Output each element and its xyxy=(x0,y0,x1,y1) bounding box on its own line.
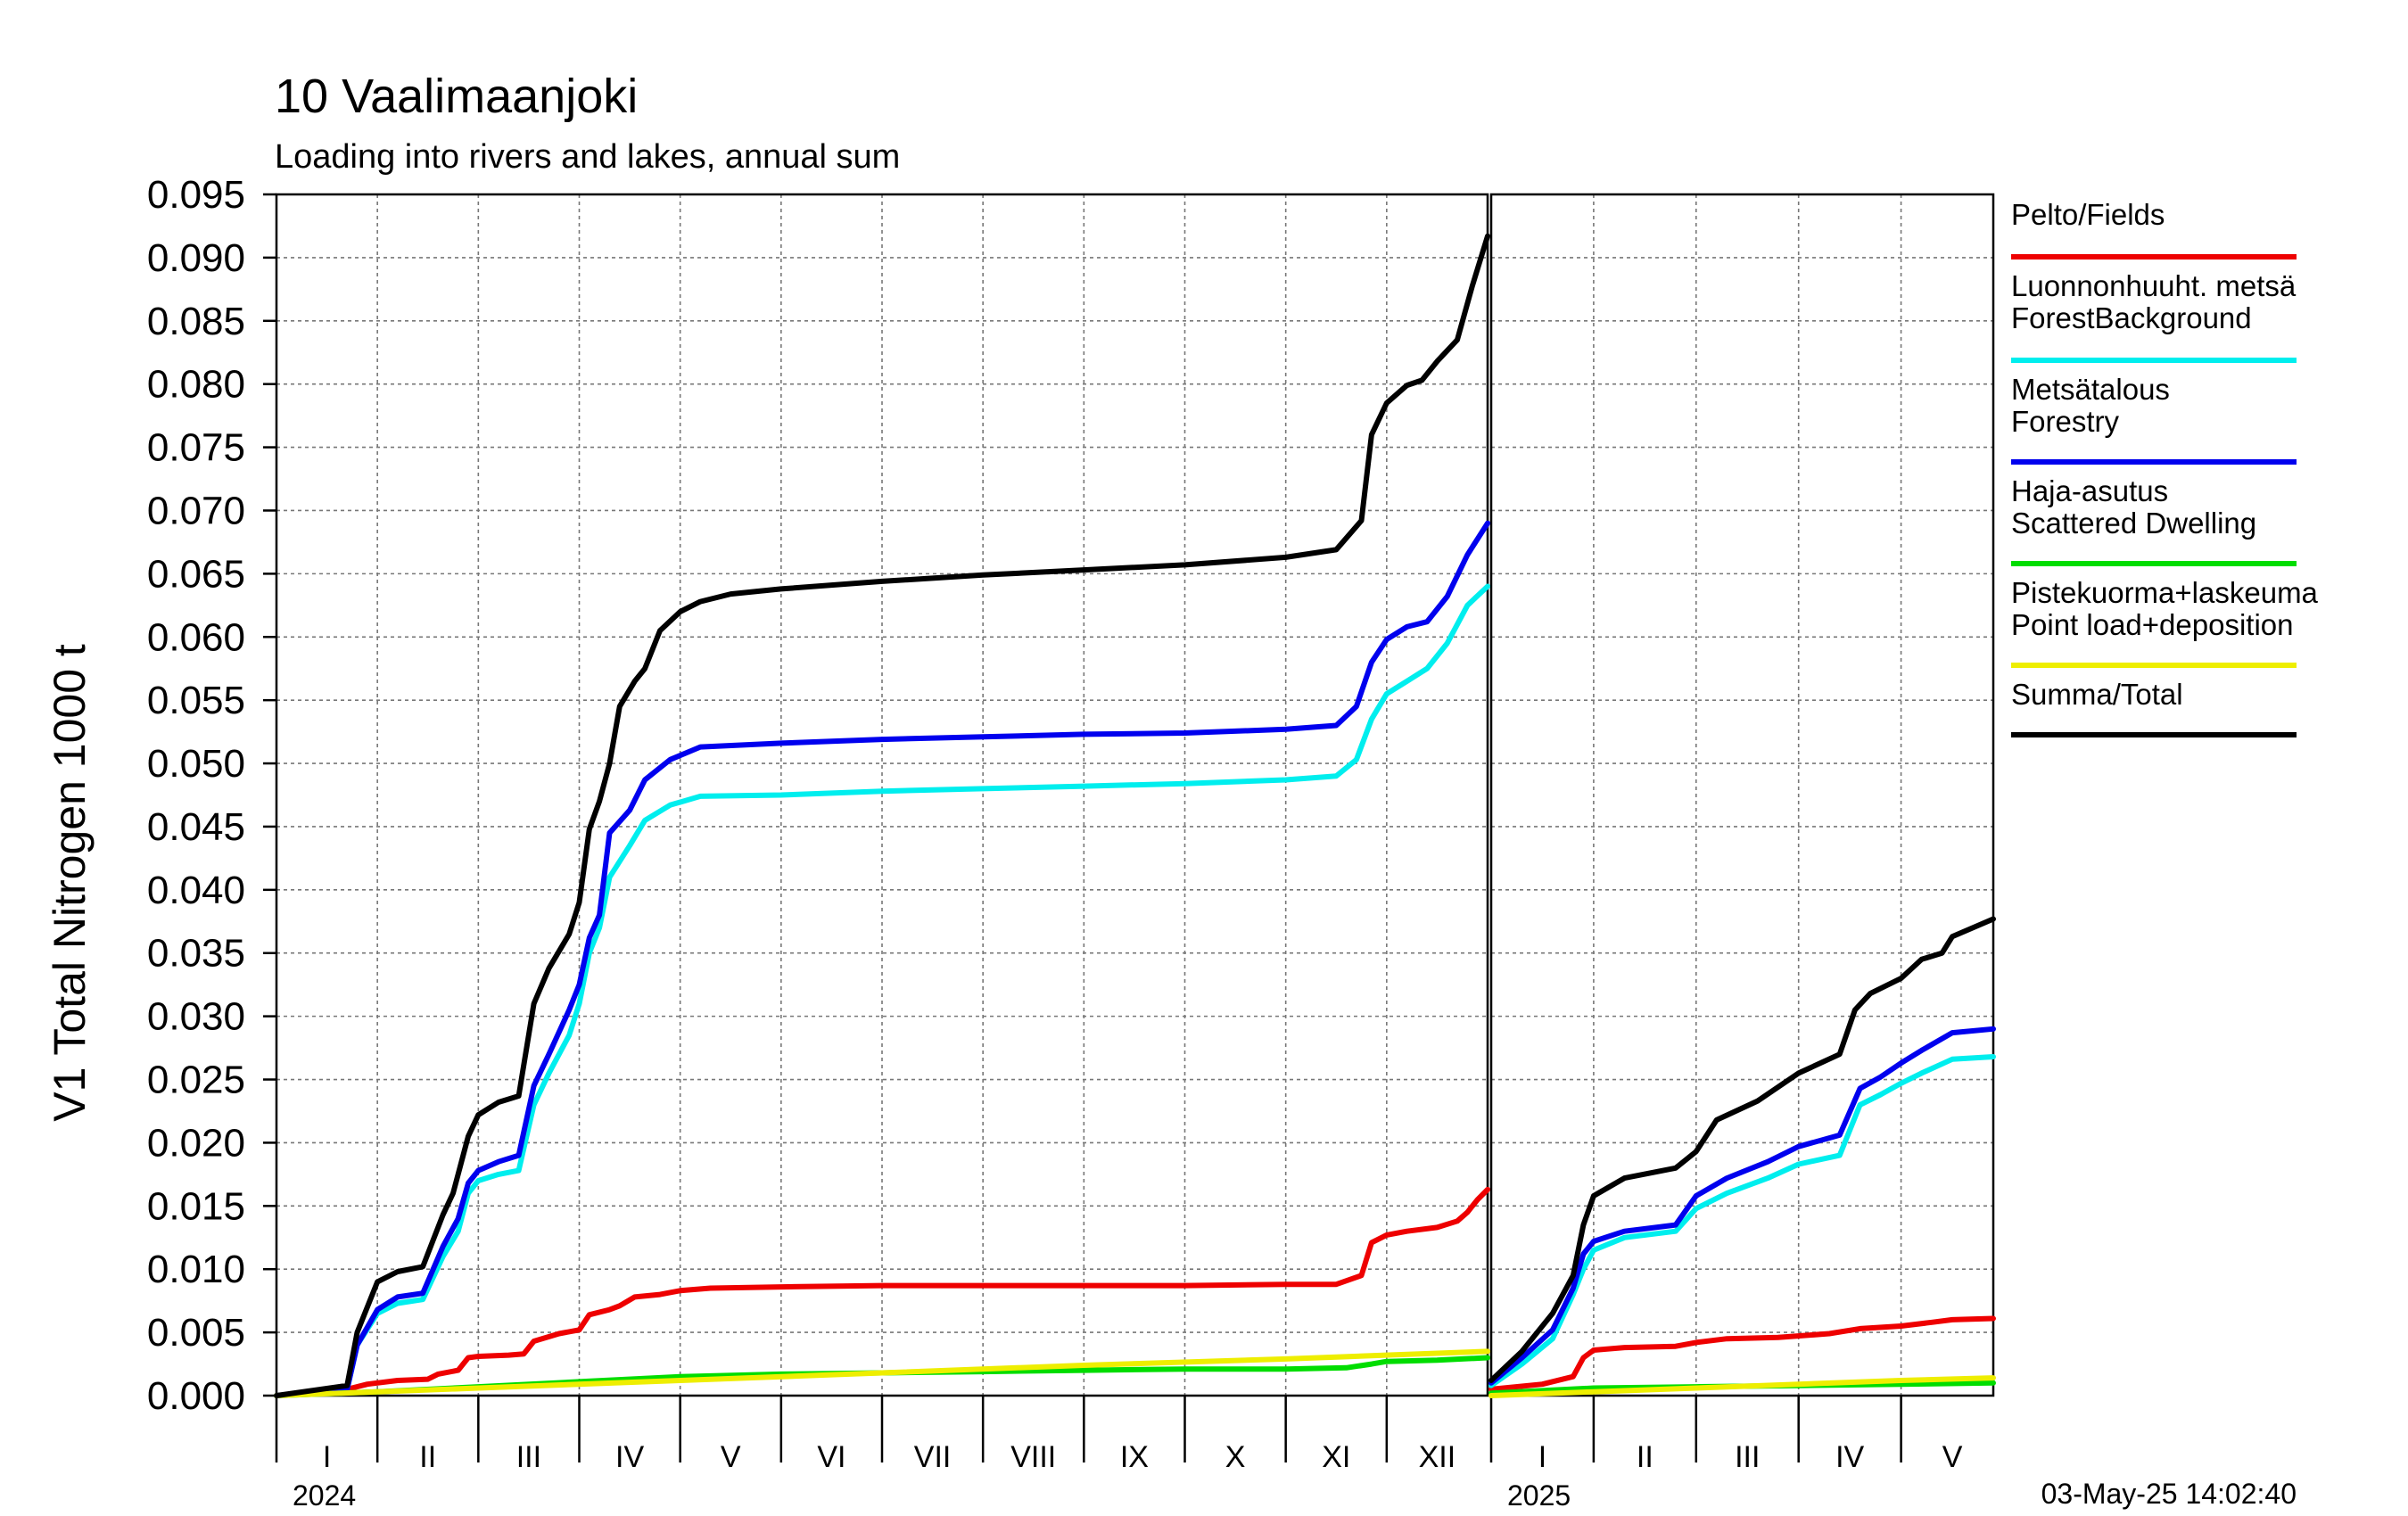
plot-frame xyxy=(1489,193,1995,1397)
month-label: IX xyxy=(1120,1440,1149,1474)
series-line-1-2024 xyxy=(274,583,1490,1398)
series-line-1-2025 xyxy=(1489,1054,1996,1388)
y-tick-label: 0.010 xyxy=(147,1248,245,1291)
y-tick-label: 0.045 xyxy=(147,805,245,849)
y-tick-label: 0.060 xyxy=(147,615,245,659)
month-label: III xyxy=(1735,1440,1760,1474)
series-line-4-2024 xyxy=(274,1348,1490,1398)
y-tick-label: 0.085 xyxy=(147,300,245,343)
month-label: II xyxy=(1637,1440,1653,1474)
series-lines xyxy=(274,233,1996,1398)
plot-frames xyxy=(275,193,1995,1397)
month-label: II xyxy=(419,1440,436,1474)
month-label: V xyxy=(721,1440,741,1474)
series-line-5-2024 xyxy=(274,233,1490,1398)
series-line-5-2025 xyxy=(1489,916,1996,1383)
month-label: I xyxy=(323,1440,331,1474)
y-axis-ticks: 0.000 0.005 0.010 0.015 0.020 0.025 0.030 0.035… xyxy=(147,173,276,1418)
y-tick-label: 0.090 xyxy=(147,236,245,280)
legend-label: Forestry xyxy=(2011,405,2120,438)
month-label: I xyxy=(1538,1440,1546,1474)
y-tick-label: 0.000 xyxy=(147,1374,245,1418)
y-axis-label: V1 Total Nitrogen 1000 t xyxy=(45,644,95,1122)
series-line-4-2025 xyxy=(1489,1375,1996,1398)
month-label: XII xyxy=(1419,1440,1456,1474)
legend-label: Summa/Total xyxy=(2011,678,2183,711)
legend-label: ForestBackground xyxy=(2011,301,2252,334)
y-tick-label: 0.055 xyxy=(147,679,245,722)
y-tick-label: 0.020 xyxy=(147,1121,245,1165)
legend-label: Pistekuorma+laskeuma xyxy=(2011,576,2319,609)
y-tick-label: 0.025 xyxy=(147,1059,245,1102)
legend-label: Pelto/Fields xyxy=(2011,198,2165,231)
series-line-0-2024 xyxy=(274,1186,1490,1398)
y-tick-label: 0.015 xyxy=(147,1184,245,1228)
y-tick-label: 0.070 xyxy=(147,489,245,532)
month-label: VII xyxy=(914,1440,952,1474)
month-label: VI xyxy=(817,1440,845,1474)
y-tick-label: 0.065 xyxy=(147,552,245,596)
y-tick-label: 0.050 xyxy=(147,742,245,786)
legend-label: Scattered Dwelling xyxy=(2011,507,2256,540)
month-label: IV xyxy=(615,1440,644,1474)
month-label: III xyxy=(516,1440,541,1474)
series-line-2-2024 xyxy=(274,520,1490,1398)
legend-label: Point load+deposition xyxy=(2011,608,2294,641)
month-label: IV xyxy=(1835,1440,1864,1474)
chart-title: 10 Vaalimaanjoki xyxy=(275,70,638,123)
series-line-0-2025 xyxy=(1489,1315,1996,1392)
y-tick-label: 0.030 xyxy=(147,995,245,1039)
y-tick-label: 0.075 xyxy=(147,426,245,470)
timestamp: 03-May-25 14:02:40 xyxy=(2041,1478,2297,1510)
legend-label: Haja-asutus xyxy=(2011,474,2168,507)
year-label: 2025 xyxy=(1507,1479,1571,1512)
month-label: X xyxy=(1225,1440,1246,1474)
y-tick-label: 0.095 xyxy=(147,173,245,217)
y-tick-label: 0.040 xyxy=(147,869,245,912)
y-tick-label: 0.080 xyxy=(147,363,245,407)
month-label: V xyxy=(1942,1440,1963,1474)
month-label: VIII xyxy=(1010,1440,1056,1474)
grid-lines xyxy=(276,194,1993,1397)
y-tick-label: 0.005 xyxy=(147,1311,245,1355)
month-label: XI xyxy=(1322,1440,1350,1474)
chart-subtitle: Loading into rivers and lakes, annual su… xyxy=(275,138,900,176)
series-line-2-2025 xyxy=(1489,1026,1996,1386)
y-tick-label: 0.035 xyxy=(147,932,245,976)
legend-label: Luonnonhuuht. metsä xyxy=(2011,269,2297,302)
legend-label: Metsätalous xyxy=(2011,373,2170,406)
legend: Pelto/Fields Luonnonhuuht. metsäForestBac… xyxy=(2011,198,2319,737)
year-label: 2024 xyxy=(293,1479,356,1512)
